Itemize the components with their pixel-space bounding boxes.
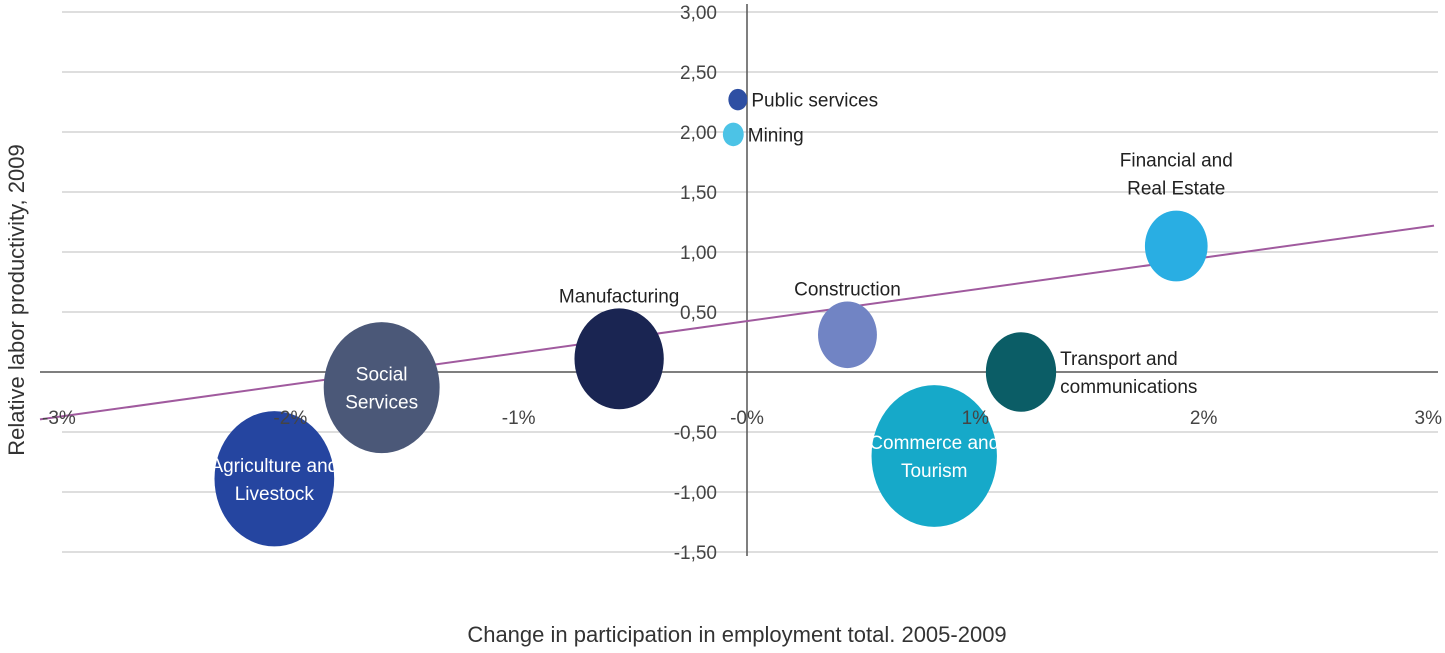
bubble-social-services	[323, 322, 440, 454]
x-tick-label: 1%	[962, 408, 990, 429]
y-tick-label: 2,50	[680, 63, 717, 84]
bubbles	[214, 88, 1208, 547]
x-axis-title: Change in participation in employment to…	[467, 622, 1006, 647]
tick-labels: 3,00 2,50 2,00 1,50 1,00 0,50 -0,50 -1,00 -1,50 -…	[42, 3, 1442, 564]
y-tick-label: 3,00	[680, 3, 717, 24]
bubble-financial-and-real-estate	[1144, 210, 1208, 282]
bubble-label-manufacturing: Manufacturing	[559, 286, 679, 307]
x-tick-label: -2%	[273, 408, 307, 429]
y-tick-label: 2,00	[680, 123, 717, 144]
bubble-mining	[722, 122, 744, 147]
y-tick-label: 1,50	[680, 183, 717, 204]
x-tick-label: -3%	[42, 408, 76, 429]
axes	[40, 4, 1438, 556]
bubble-label-transport-and-communications: Transport and communications	[1060, 349, 1197, 398]
bubble-label-agriculture-and-livestock: Agriculture and Livestock	[210, 456, 338, 505]
x-tick-label: -0%	[730, 408, 764, 429]
bubble-labels: Public services Mining Financial and Real E…	[210, 91, 1232, 505]
bubble-transport-and-communications	[985, 332, 1057, 412]
x-tick-label: 2%	[1190, 408, 1218, 429]
bubble-label-commerce-and-tourism: Commerce and Tourism	[869, 433, 999, 482]
bubble-agriculture-and-livestock	[214, 411, 335, 547]
bubble-label-public-services: Public services	[751, 91, 878, 112]
bubble-commerce-and-tourism	[871, 385, 997, 527]
x-tick-label: 3%	[1415, 408, 1443, 429]
y-tick-label: -1,50	[674, 543, 717, 564]
bubble-label-social-services: Social Services	[345, 365, 418, 414]
bubble-construction	[818, 301, 877, 369]
bubble-label-financial-and-real-estate: Financial and Real Estate	[1120, 151, 1233, 200]
trendline	[39, 224, 1435, 421]
y-axis-title: Relative labor productivity, 2009	[4, 144, 29, 455]
bubble-label-mining: Mining	[748, 125, 804, 146]
trendline-group	[39, 224, 1435, 421]
y-tick-label: -0,50	[674, 423, 717, 444]
bubble-label-construction: Construction	[794, 280, 901, 301]
x-tick-label: -1%	[502, 408, 536, 429]
bubble-public-services	[728, 88, 748, 111]
bubble-manufacturing	[574, 308, 664, 410]
y-tick-label: 0,50	[680, 303, 717, 324]
y-tick-label: 1,00	[680, 243, 717, 264]
y-tick-label: -1,00	[674, 483, 717, 504]
